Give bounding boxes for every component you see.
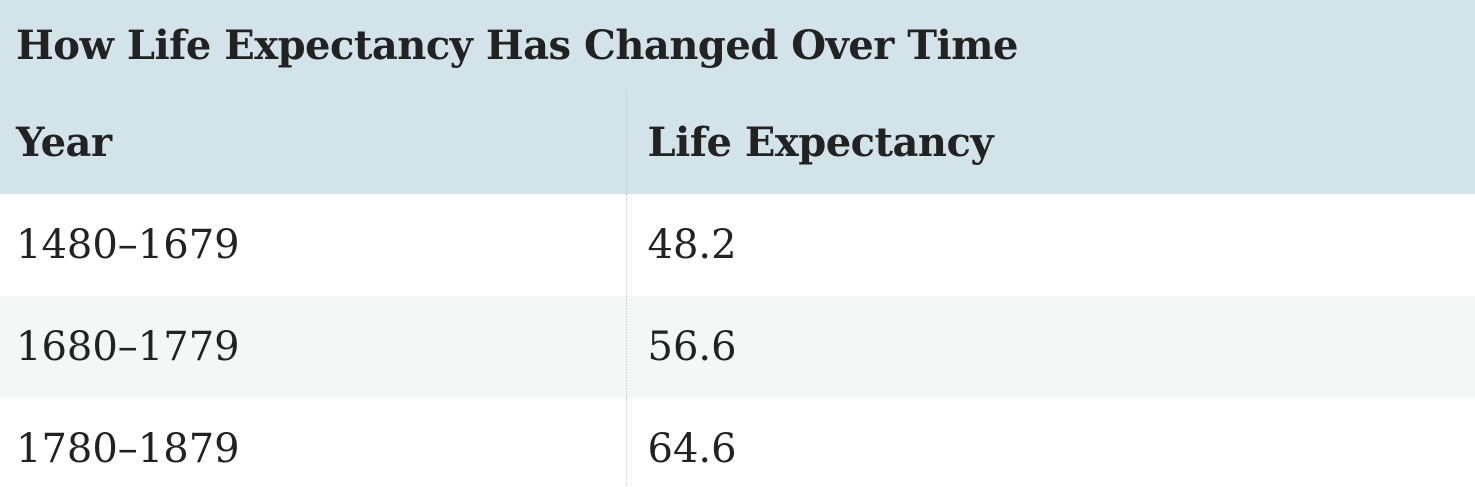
cell-life-expectancy: 48.2 <box>625 194 1475 296</box>
table-row: 1780–1879 64.6 <box>0 398 1475 487</box>
cell-life-expectancy: 64.6 <box>625 398 1475 487</box>
table-caption: How Life Expectancy Has Changed Over Tim… <box>0 0 1475 90</box>
data-table: Year Life Expectancy 1480–1679 48.2 1680… <box>0 90 1475 487</box>
cell-year: 1480–1679 <box>0 194 626 296</box>
header-row: Year Life Expectancy <box>0 90 1475 194</box>
cell-year: 1780–1879 <box>0 398 626 487</box>
table-row: 1680–1779 56.6 <box>0 296 1475 398</box>
column-header-life-expectancy: Life Expectancy <box>625 90 1475 194</box>
column-header-year: Year <box>0 90 626 194</box>
table-row: 1480–1679 48.2 <box>0 194 1475 296</box>
cell-year: 1680–1779 <box>0 296 626 398</box>
cell-life-expectancy: 56.6 <box>625 296 1475 398</box>
